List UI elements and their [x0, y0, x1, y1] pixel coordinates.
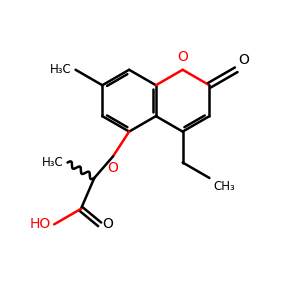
Text: O: O — [177, 50, 188, 64]
Text: O: O — [238, 53, 249, 68]
Text: O: O — [108, 161, 118, 175]
Text: H₃C: H₃C — [50, 63, 72, 76]
Text: CH₃: CH₃ — [213, 180, 235, 193]
Text: HO: HO — [29, 217, 51, 231]
Text: H₃C: H₃C — [42, 156, 64, 169]
Text: O: O — [102, 217, 113, 231]
